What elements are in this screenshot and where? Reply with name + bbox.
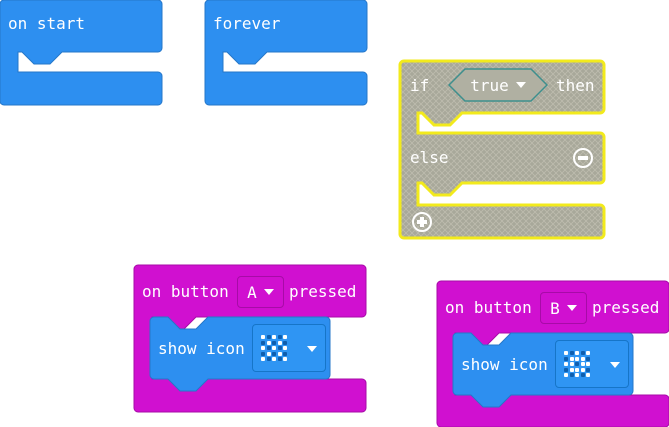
on-start-block[interactable]: on start <box>0 0 163 106</box>
led-pixel <box>564 362 568 366</box>
led-pixel <box>277 335 282 339</box>
condition-value-field[interactable]: true <box>448 68 548 102</box>
led-pixel <box>564 373 568 377</box>
led-pixel <box>575 373 579 377</box>
on-button-b-block[interactable]: on button B pressed show icon <box>436 280 669 427</box>
condition-hexagon-shape <box>448 68 548 102</box>
led-pixel <box>283 340 287 345</box>
on-start-block-shape <box>0 0 163 106</box>
on-start-label: on start <box>8 14 86 33</box>
button-a-dropdown[interactable]: A <box>237 276 284 308</box>
led-pixel <box>266 357 271 361</box>
led-pixel <box>564 367 568 372</box>
x-pattern-icon <box>564 351 590 377</box>
if-then-else-block[interactable]: if true then else <box>398 59 606 241</box>
x-pattern-icon-dropdown[interactable] <box>555 340 629 388</box>
chevron-down-icon <box>307 346 317 352</box>
button-a-value: A <box>247 282 257 302</box>
chevron-down-icon <box>515 82 526 88</box>
led-pixel <box>564 356 568 361</box>
on-button-label: on button <box>445 298 532 317</box>
led-pixel <box>261 351 265 356</box>
led-pixel <box>580 356 585 361</box>
led-pixel <box>277 351 282 356</box>
forever-label: forever <box>213 14 281 33</box>
show-icon-label: show icon <box>158 339 245 358</box>
led-pixel <box>272 340 276 345</box>
chevron-down-icon <box>566 305 577 311</box>
on-button-label: on button <box>142 282 229 301</box>
show-icon-block-a[interactable]: show icon <box>149 316 331 392</box>
led-pixel <box>266 340 271 345</box>
minus-circle-icon[interactable] <box>573 148 593 168</box>
led-pixel <box>586 351 590 355</box>
pressed-label: pressed <box>592 298 660 317</box>
led-pixel <box>266 346 271 350</box>
minus-bar <box>578 156 588 160</box>
led-pixel <box>575 367 579 372</box>
led-pixel <box>261 346 265 350</box>
led-pixel <box>580 367 585 372</box>
led-pixel <box>569 351 574 355</box>
led-pixel <box>575 356 579 361</box>
on-button-a-block-shape <box>133 264 367 413</box>
led-pixel <box>569 356 574 361</box>
led-pixel <box>283 351 287 356</box>
led-pixel <box>283 335 287 339</box>
led-pixel <box>261 357 265 361</box>
led-pixel <box>277 346 282 350</box>
button-b-dropdown[interactable]: B <box>540 292 587 324</box>
led-pixel <box>586 356 590 361</box>
led-pixel <box>580 351 585 355</box>
led-pixel <box>283 357 287 361</box>
led-pixel <box>272 346 276 350</box>
pressed-label: pressed <box>289 282 357 301</box>
led-pixel <box>569 367 574 372</box>
led-pixel <box>272 351 276 356</box>
else-label: else <box>410 148 449 167</box>
checkered-icon <box>261 335 287 361</box>
led-pixel <box>261 340 265 345</box>
led-pixel <box>277 340 282 345</box>
condition-value: true <box>470 75 509 95</box>
condition-dropdown[interactable]: true <box>448 68 548 102</box>
led-pixel <box>266 351 271 356</box>
forever-block[interactable]: forever <box>204 0 368 106</box>
show-icon-block-b[interactable]: show icon <box>452 332 634 408</box>
forever-block-shape <box>204 0 368 106</box>
led-pixel <box>575 362 579 366</box>
chevron-down-icon <box>263 289 274 295</box>
led-pixel <box>266 335 271 339</box>
led-pixel <box>277 357 282 361</box>
led-pixel <box>586 373 590 377</box>
checkered-icon-dropdown[interactable] <box>252 324 326 372</box>
plus-bar-vertical <box>420 217 424 227</box>
led-pixel <box>569 362 574 366</box>
on-button-a-block[interactable]: on button A pressed show icon <box>133 264 367 413</box>
led-pixel <box>580 362 585 366</box>
show-icon-label: show icon <box>461 355 548 374</box>
led-pixel <box>575 351 579 355</box>
chevron-down-icon <box>610 362 620 368</box>
led-pixel <box>569 373 574 377</box>
led-pixel <box>272 357 276 361</box>
button-b-value: B <box>550 298 560 318</box>
led-pixel <box>261 335 265 339</box>
plus-circle-icon[interactable] <box>412 212 432 232</box>
led-pixel <box>564 351 568 355</box>
if-label: if <box>410 76 430 95</box>
led-pixel <box>283 346 287 350</box>
led-pixel <box>586 362 590 366</box>
if-then-else-block-shape <box>398 59 606 240</box>
then-label: then <box>556 76 595 95</box>
led-pixel <box>580 373 585 377</box>
led-pixel <box>272 335 276 339</box>
led-pixel <box>586 367 590 372</box>
